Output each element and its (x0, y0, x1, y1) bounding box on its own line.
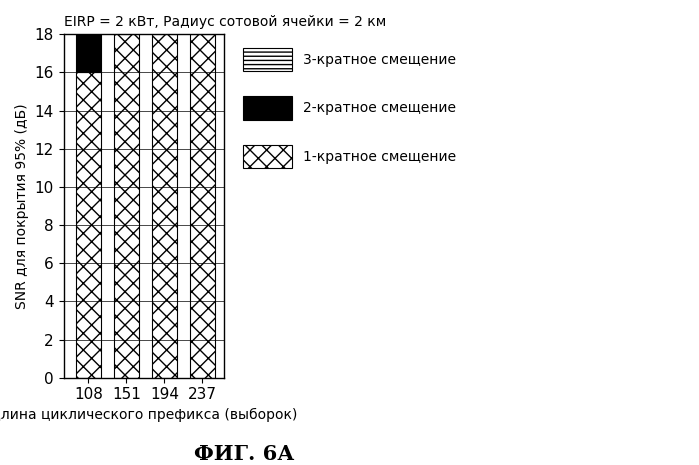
Bar (190, 34, 215, 378)
Text: EIRP = 2 кВт, Радиус сотовой ячейки = 2 км: EIRP = 2 кВт, Радиус сотовой ячейки = 2 … (64, 15, 386, 29)
Y-axis label: SNR для покрытия 95% (дБ): SNR для покрытия 95% (дБ) (15, 103, 29, 309)
Bar (76, 15, 101, 73)
X-axis label: Длина циклического префикса (выборок): Длина циклического префикса (выборок) (0, 408, 298, 422)
Text: ФИГ. 6А: ФИГ. 6А (194, 445, 295, 465)
Bar (114, 34, 138, 378)
Legend: 3-кратное смещение, 2-кратное смещение, 1-кратное смещение: 3-кратное смещение, 2-кратное смещение, … (236, 41, 463, 175)
Bar (76, 73, 101, 378)
Bar (152, 34, 177, 378)
